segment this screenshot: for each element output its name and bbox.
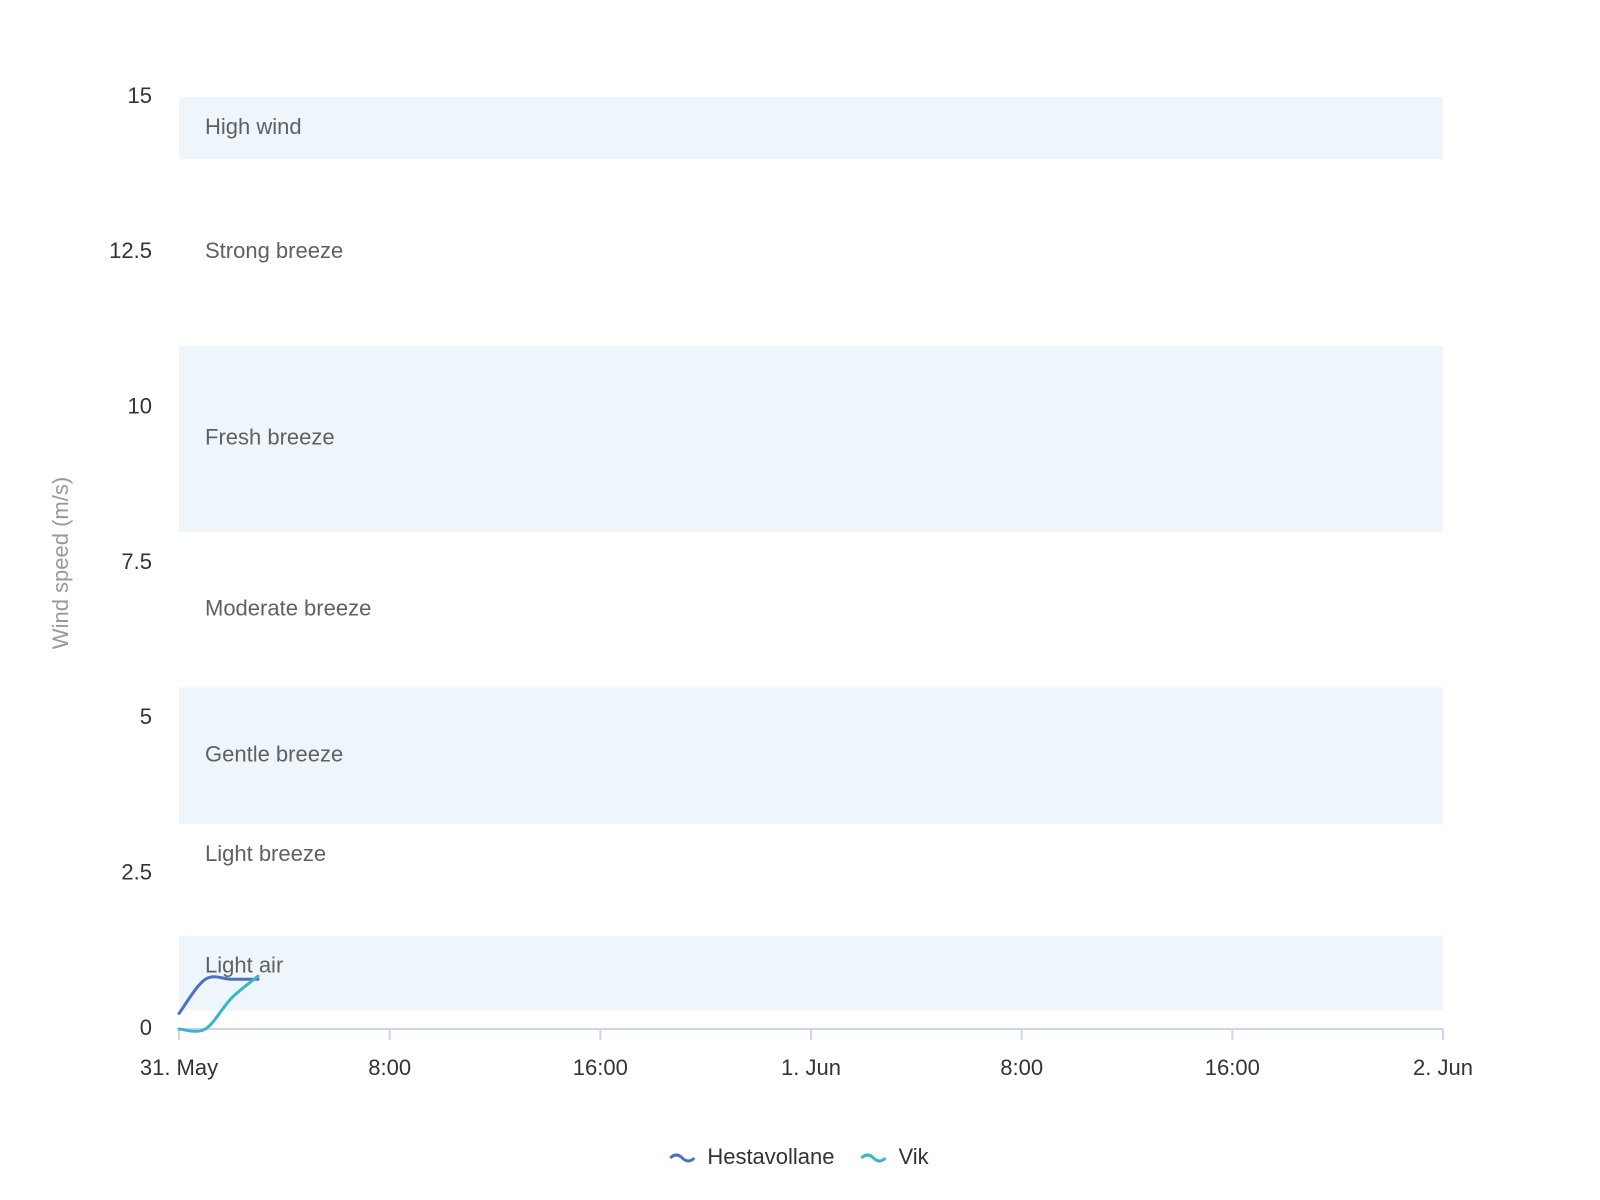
x-tick-label: 1. Jun	[781, 1055, 841, 1080]
legend-item[interactable]: Vik	[860, 1144, 930, 1169]
plot-band	[179, 935, 1443, 1011]
legend-symbol	[860, 1153, 887, 1163]
x-tick-label: 16:00	[573, 1055, 628, 1080]
plot-band	[179, 345, 1443, 532]
y-tick-label: 12.5	[109, 238, 152, 263]
y-tick-label: 7.5	[121, 549, 152, 574]
plot-band-label: Light breeze	[205, 841, 326, 866]
x-tick-label: 8:00	[1000, 1055, 1043, 1080]
y-tick-label: 0	[140, 1015, 152, 1040]
legend-label: Hestavollane	[707, 1144, 834, 1169]
legend: Hestavollane Vik	[669, 1144, 930, 1169]
plot-band-label: Gentle breeze	[205, 741, 343, 766]
y-tick-label: 2.5	[121, 859, 152, 884]
plot-band-label: Strong breeze	[205, 238, 343, 263]
series-line	[177, 975, 260, 1015]
y-tick-label: 10	[128, 393, 152, 418]
plot-band-label: Moderate breeze	[205, 595, 371, 620]
x-tick-label: 31. May	[140, 1055, 218, 1080]
legend-item[interactable]: Hestavollane	[669, 1144, 835, 1169]
plot-band-label: Light air	[205, 953, 283, 978]
plot-band	[179, 97, 1443, 160]
y-axis-title: Wind speed (m/s)	[48, 477, 73, 649]
series-line	[177, 974, 260, 1033]
x-tick-label: 2. Jun	[1413, 1055, 1473, 1080]
plot-band-label: Fresh breeze	[205, 425, 335, 450]
legend-symbol	[669, 1153, 696, 1163]
plot-band-label: High wind	[205, 114, 302, 139]
y-tick-label: 5	[140, 704, 152, 729]
y-tick-label: 15	[128, 83, 152, 108]
x-tick-label: 8:00	[368, 1055, 411, 1080]
legend-label: Vik	[899, 1144, 930, 1169]
plot-band	[179, 687, 1443, 824]
x-tick-label: 16:00	[1205, 1055, 1260, 1080]
